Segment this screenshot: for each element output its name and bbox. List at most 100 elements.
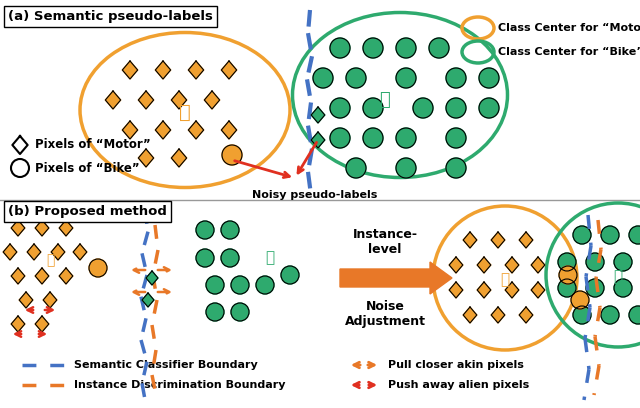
Circle shape <box>558 253 576 271</box>
Circle shape <box>601 306 619 324</box>
Polygon shape <box>463 307 477 323</box>
Polygon shape <box>11 268 25 284</box>
Polygon shape <box>531 282 545 298</box>
Polygon shape <box>3 244 17 260</box>
Circle shape <box>222 145 242 165</box>
Polygon shape <box>505 257 519 273</box>
Circle shape <box>558 279 576 297</box>
Circle shape <box>89 259 107 277</box>
Circle shape <box>196 249 214 267</box>
Polygon shape <box>27 244 41 260</box>
Polygon shape <box>138 149 154 167</box>
Text: 🚲: 🚲 <box>380 91 390 109</box>
Polygon shape <box>51 244 65 260</box>
Circle shape <box>629 306 640 324</box>
Polygon shape <box>449 257 463 273</box>
Text: 🏍: 🏍 <box>179 102 191 122</box>
Text: Instance Discrimination Boundary: Instance Discrimination Boundary <box>74 380 285 390</box>
Text: 🚲: 🚲 <box>266 251 275 266</box>
Circle shape <box>363 98 383 118</box>
Text: Noisy pseudo-labels: Noisy pseudo-labels <box>252 190 378 200</box>
Polygon shape <box>12 136 28 154</box>
Text: Noise
Adjustment: Noise Adjustment <box>344 300 426 328</box>
Polygon shape <box>311 107 325 123</box>
Circle shape <box>330 38 350 58</box>
Circle shape <box>11 159 29 177</box>
Polygon shape <box>172 149 187 167</box>
Circle shape <box>231 303 249 321</box>
Polygon shape <box>122 61 138 79</box>
Polygon shape <box>221 121 237 139</box>
Polygon shape <box>449 282 463 298</box>
Circle shape <box>231 276 249 294</box>
Polygon shape <box>531 257 545 273</box>
Polygon shape <box>35 220 49 236</box>
Text: 🏍: 🏍 <box>46 253 54 267</box>
Circle shape <box>559 266 577 284</box>
Text: Pull closer akin pixels: Pull closer akin pixels <box>388 360 524 370</box>
Text: Class Center for “Motor”: Class Center for “Motor” <box>498 23 640 33</box>
Polygon shape <box>106 91 121 109</box>
Polygon shape <box>35 316 49 332</box>
Polygon shape <box>221 61 237 79</box>
Circle shape <box>363 128 383 148</box>
FancyArrow shape <box>340 262 452 294</box>
Circle shape <box>396 38 416 58</box>
Circle shape <box>446 128 466 148</box>
Text: (b) Proposed method: (b) Proposed method <box>8 205 167 218</box>
Circle shape <box>396 68 416 88</box>
Circle shape <box>221 249 239 267</box>
Polygon shape <box>505 282 519 298</box>
Circle shape <box>573 306 591 324</box>
Polygon shape <box>11 220 25 236</box>
Polygon shape <box>73 244 87 260</box>
Polygon shape <box>492 232 505 248</box>
Circle shape <box>601 226 619 244</box>
Polygon shape <box>156 61 171 79</box>
Text: 🚲: 🚲 <box>613 270 623 284</box>
Polygon shape <box>477 282 491 298</box>
Polygon shape <box>11 316 25 332</box>
Circle shape <box>446 68 466 88</box>
Polygon shape <box>519 307 532 323</box>
Circle shape <box>206 276 224 294</box>
Polygon shape <box>142 293 154 307</box>
Circle shape <box>479 68 499 88</box>
Text: 🏍: 🏍 <box>500 273 509 288</box>
Circle shape <box>206 303 224 321</box>
Polygon shape <box>172 91 187 109</box>
Circle shape <box>196 221 214 239</box>
Polygon shape <box>35 268 49 284</box>
Circle shape <box>413 98 433 118</box>
Text: Class Center for “Bike”: Class Center for “Bike” <box>498 47 640 57</box>
Polygon shape <box>204 91 220 109</box>
Text: (a) Semantic pseudo-labels: (a) Semantic pseudo-labels <box>8 10 213 23</box>
Circle shape <box>313 68 333 88</box>
Circle shape <box>629 226 640 244</box>
Circle shape <box>586 253 604 271</box>
Polygon shape <box>122 121 138 139</box>
Circle shape <box>396 128 416 148</box>
Circle shape <box>346 158 366 178</box>
Circle shape <box>221 221 239 239</box>
Circle shape <box>281 266 299 284</box>
Text: Pixels of “Motor”: Pixels of “Motor” <box>35 138 151 151</box>
Circle shape <box>363 38 383 58</box>
Polygon shape <box>146 271 158 285</box>
Text: Push away alien pixels: Push away alien pixels <box>388 380 529 390</box>
Circle shape <box>429 38 449 58</box>
Circle shape <box>346 68 366 88</box>
Circle shape <box>571 291 589 309</box>
Circle shape <box>614 279 632 297</box>
Polygon shape <box>44 292 57 308</box>
Polygon shape <box>519 232 532 248</box>
Polygon shape <box>188 61 204 79</box>
Text: Semantic Classifier Boundary: Semantic Classifier Boundary <box>74 360 258 370</box>
Polygon shape <box>60 268 73 284</box>
Circle shape <box>330 98 350 118</box>
Polygon shape <box>19 292 33 308</box>
Polygon shape <box>156 121 171 139</box>
Circle shape <box>614 253 632 271</box>
Text: Instance-
level: Instance- level <box>353 228 417 256</box>
Polygon shape <box>138 91 154 109</box>
